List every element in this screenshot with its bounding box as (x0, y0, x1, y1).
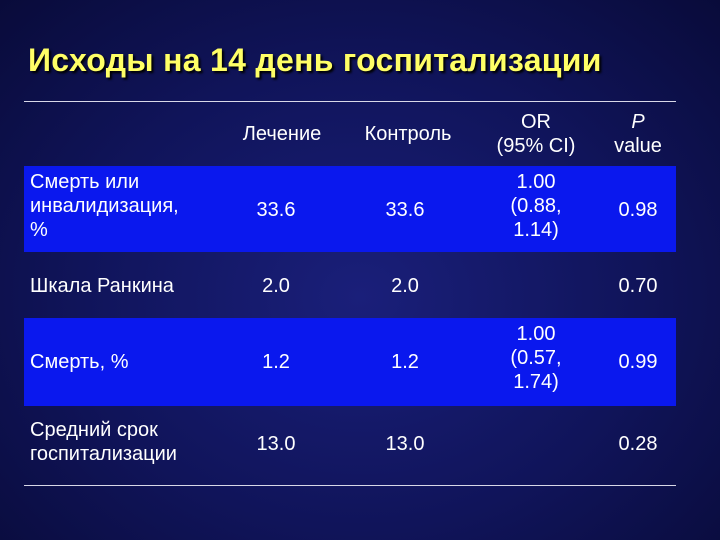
header-p-line2: value (614, 135, 662, 157)
top-rule (24, 101, 676, 102)
row1-or-line2: (0.88, (510, 195, 562, 217)
header-or-line1: OR (521, 111, 551, 133)
row3-label: Смерть, % (30, 351, 129, 373)
row3-or-line2: (0.57, (510, 347, 562, 369)
row1-label-line1: Смерть или (30, 171, 140, 193)
row4-control: 13.0 (385, 433, 425, 455)
header-or-line2: (95% CI) (496, 135, 576, 157)
row1-label-line2: инвалидизация, (30, 195, 179, 217)
row4-p-value: 0.28 (618, 433, 658, 455)
row1-or-line3: 1.14) (513, 219, 559, 241)
row3-control: 1.2 (391, 351, 419, 373)
row1-or: 1.00 (0.88, 1.14) (474, 170, 598, 242)
row4-treatment: 13.0 (256, 433, 296, 455)
row4-label-line2: госпитализации (30, 443, 177, 465)
header-or: OR (95% CI) (476, 110, 596, 158)
row2-control: 2.0 (391, 275, 419, 297)
row1-label: Смерть или инвалидизация, % (30, 170, 179, 242)
row3-or-line3: 1.74) (513, 371, 559, 393)
row4-label: Средний срок госпитализации (30, 418, 177, 466)
header-p-value: P value (600, 110, 676, 158)
header-treatment: Лечение (242, 123, 322, 145)
row-band-3 (24, 318, 676, 406)
header-p-line1: P (631, 111, 645, 133)
row3-p-value: 0.99 (618, 351, 658, 373)
row2-treatment: 2.0 (262, 275, 290, 297)
slide-title: Исходы на 14 день госпитализации (28, 42, 602, 78)
row3-or-line1: 1.00 (516, 323, 556, 345)
row2-label: Шкала Ранкина (30, 275, 174, 297)
row1-or-line1: 1.00 (516, 171, 556, 193)
row1-control: 33.6 (385, 199, 425, 221)
row3-treatment: 1.2 (262, 351, 290, 373)
bottom-rule (24, 485, 676, 486)
row1-treatment: 33.6 (256, 199, 296, 221)
row1-label-line3: % (30, 219, 48, 241)
row4-label-line1: Средний срок (30, 419, 158, 441)
row3-or: 1.00 (0.57, 1.74) (474, 322, 598, 394)
header-control: Контроль (364, 123, 452, 145)
row2-p-value: 0.70 (618, 275, 658, 297)
row1-p-value: 0.98 (618, 199, 658, 221)
row-band-1 (24, 166, 676, 252)
